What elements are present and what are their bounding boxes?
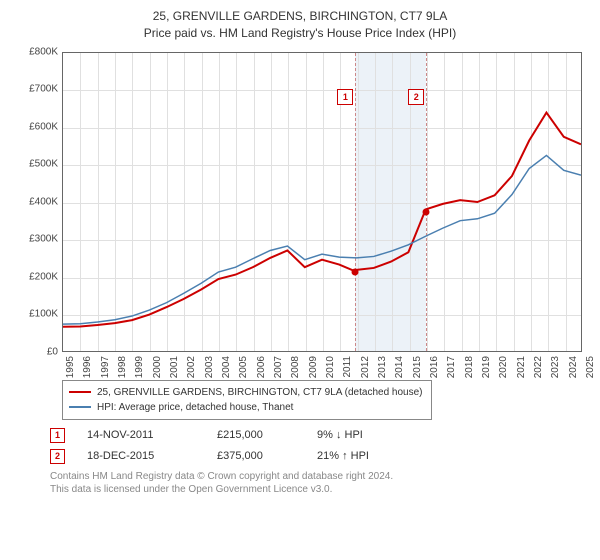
sale-marker: 1 [337,89,353,105]
y-axis-label: £300K [12,234,58,245]
y-axis-label: £100K [12,309,58,320]
x-axis-label: 2014 [394,356,405,378]
x-axis-label: 2006 [256,356,267,378]
x-axis-label: 2023 [550,356,561,378]
y-axis-label: £600K [12,121,58,132]
y-axis-label: £0 [12,346,58,357]
footnote-line: This data is licensed under the Open Gov… [50,483,588,497]
legend-item: 25, GRENVILLE GARDENS, BIRCHINGTON, CT7 … [69,385,425,400]
sale-date: 14-NOV-2011 [87,429,217,441]
x-axis-label: 2000 [152,356,163,378]
x-axis-label: 2013 [377,356,388,378]
x-axis-label: 2007 [273,356,284,378]
sale-row: 2 18-DEC-2015£375,00021% ↑ HPI [50,449,588,464]
x-axis-label: 2009 [308,356,319,378]
x-axis-label: 1999 [134,356,145,378]
page-subtitle: Price paid vs. HM Land Registry's House … [12,25,588,42]
footnote: Contains HM Land Registry data © Crown c… [50,470,588,497]
y-axis-label: £200K [12,271,58,282]
x-axis-label: 2011 [342,356,353,378]
series-line [63,155,581,324]
y-axis-label: £400K [12,196,58,207]
sale-index: 2 [50,449,65,464]
x-axis-label: 1995 [65,356,76,378]
sale-point [423,208,430,215]
x-axis-label: 2025 [585,356,596,378]
sale-price: £375,000 [217,450,317,462]
legend-label: HPI: Average price, detached house, Than… [97,400,293,415]
footnote-line: Contains HM Land Registry data © Crown c… [50,470,588,484]
x-axis-label: 2022 [533,356,544,378]
x-axis-label: 2019 [481,356,492,378]
x-axis-label: 2024 [568,356,579,378]
sale-delta: 9% ↓ HPI [317,429,363,441]
x-axis-label: 2015 [412,356,423,378]
x-axis-label: 2018 [464,356,475,378]
legend-swatch [69,391,91,393]
x-axis-label: 1996 [82,356,93,378]
sale-delta: 21% ↑ HPI [317,450,369,462]
y-axis-label: £700K [12,84,58,95]
x-axis-label: 2005 [238,356,249,378]
legend-swatch [69,406,91,408]
sales-table: 1 14-NOV-2011£215,0009% ↓ HPI 2 18-DEC-2015… [50,428,588,464]
x-axis-label: 2003 [204,356,215,378]
legend-label: 25, GRENVILLE GARDENS, BIRCHINGTON, CT7 … [97,385,423,400]
sale-price: £215,000 [217,429,317,441]
x-axis-label: 2020 [498,356,509,378]
sale-index: 1 [50,428,65,443]
x-axis-label: 2021 [516,356,527,378]
y-axis-label: £500K [12,159,58,170]
x-axis-label: 1997 [100,356,111,378]
series-line [63,112,581,326]
plot-area: 12 [62,52,582,352]
x-axis-label: 2017 [446,356,457,378]
page-title: 25, GRENVILLE GARDENS, BIRCHINGTON, CT7 … [12,8,588,25]
sale-row: 1 14-NOV-2011£215,0009% ↓ HPI [50,428,588,443]
sale-date: 18-DEC-2015 [87,450,217,462]
legend-item: HPI: Average price, detached house, Than… [69,400,425,415]
line-layer [63,53,581,351]
legend: 25, GRENVILLE GARDENS, BIRCHINGTON, CT7 … [62,380,432,420]
x-axis-label: 2012 [360,356,371,378]
x-axis-label: 2001 [169,356,180,378]
price-chart: 12 £0£100K£200K£300K£400K£500K£600K£700K… [12,48,588,378]
x-axis-label: 2002 [186,356,197,378]
x-axis-label: 1998 [117,356,128,378]
x-axis-label: 2010 [325,356,336,378]
x-axis-label: 2016 [429,356,440,378]
y-axis-label: £800K [12,46,58,57]
sale-point [352,268,359,275]
x-axis-label: 2008 [290,356,301,378]
sale-marker: 2 [408,89,424,105]
x-axis-label: 2004 [221,356,232,378]
